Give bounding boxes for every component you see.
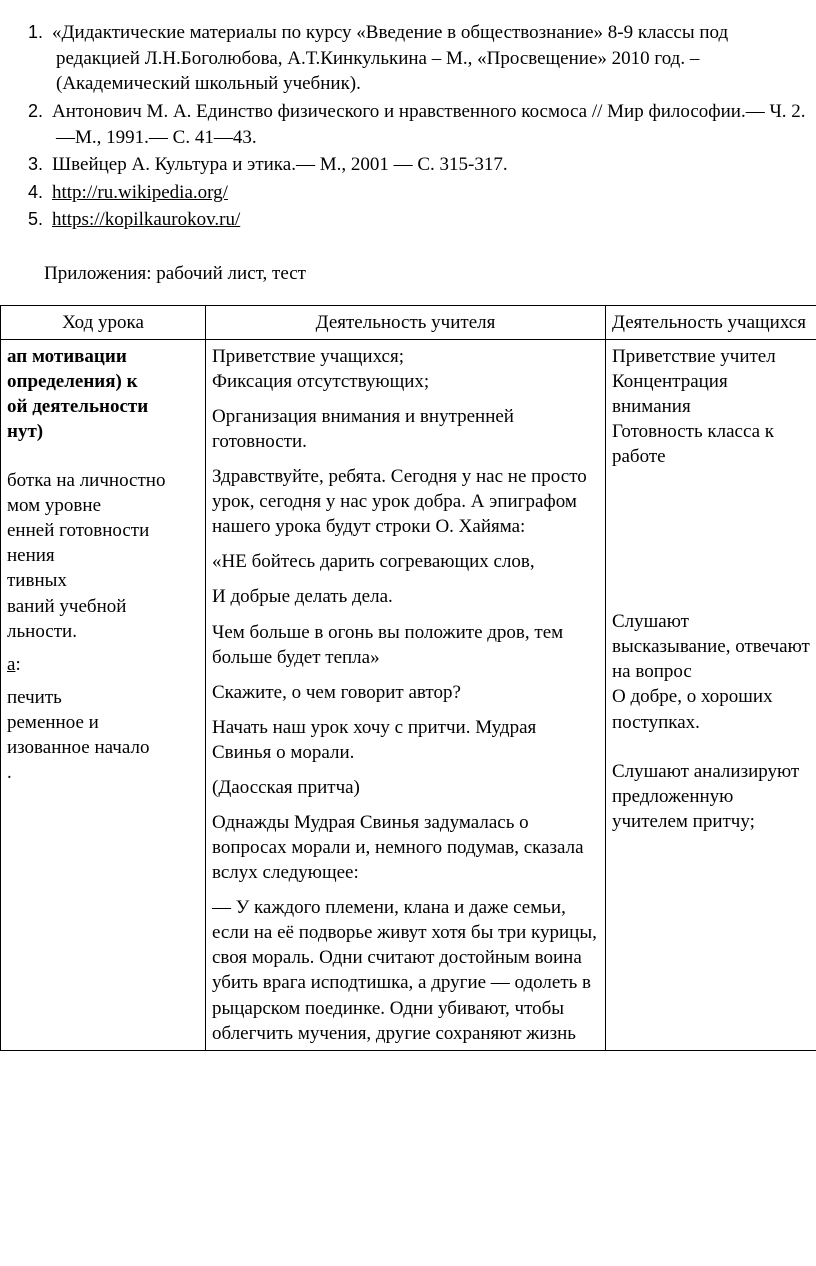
teacher-p: — У каждого племени, клана и даже семьи,… bbox=[212, 895, 599, 1045]
task-line: . bbox=[7, 760, 199, 785]
ref-text: Швейцер А. Культура и этика.— М., 2001 —… bbox=[52, 154, 508, 175]
document-page: 1.«Дидактические материалы по курсу «Вве… bbox=[0, 0, 816, 1051]
teacher-p: И добрые делать дела. bbox=[212, 584, 599, 609]
references-list: 1.«Дидактические материалы по курсу «Вве… bbox=[0, 0, 806, 233]
ref-number: 2. bbox=[28, 99, 52, 123]
teacher-p: Приветствие учащихся; bbox=[212, 344, 599, 369]
goal-line: енней готовности bbox=[7, 518, 199, 543]
task-line: изованное начало bbox=[7, 735, 199, 760]
student-p: Готовность класса к работе bbox=[612, 419, 810, 469]
task-label: а: bbox=[7, 652, 199, 677]
ref-link[interactable]: http://ru.wikipedia.org/ bbox=[52, 182, 228, 203]
reference-item: 2.Антонович М. А. Единство физического и… bbox=[28, 99, 806, 150]
reference-item: 4.http://ru.wikipedia.org/ bbox=[28, 180, 806, 206]
ref-text: Антонович М. А. Единство физического и н… bbox=[52, 101, 806, 148]
ref-text: «Дидактические материалы по курсу «Введе… bbox=[52, 22, 728, 94]
student-p: Приветствие учител bbox=[612, 344, 810, 369]
student-p: Концентрация внимания bbox=[612, 369, 810, 419]
goal-line: тивных bbox=[7, 568, 199, 593]
student-p: Слушают анализируют предложенную учителе… bbox=[612, 759, 810, 834]
teacher-p: Однажды Мудрая Свинья задумалась о вопро… bbox=[212, 810, 599, 885]
teacher-p: «НЕ бойтесь дарить согревающих слов, bbox=[212, 549, 599, 574]
ref-number: 4. bbox=[28, 180, 52, 204]
stage-title-line: определения) к bbox=[7, 369, 199, 394]
goal-line: нения bbox=[7, 543, 199, 568]
ref-number: 1. bbox=[28, 20, 52, 44]
table-row: ап мотивации определения) к ой деятельно… bbox=[1, 339, 816, 1050]
stage-title-line: ой деятельности bbox=[7, 394, 199, 419]
reference-item: 5.https://kopilkaurokov.ru/ bbox=[28, 207, 806, 233]
table-header-row: Ход урока Деятельность учителя Деятельно… bbox=[1, 305, 816, 339]
teacher-p: Здравствуйте, ребята. Сегодня у нас не п… bbox=[212, 464, 599, 539]
teacher-p: Начать наш урок хочу с притчи. Мудрая Св… bbox=[212, 715, 599, 765]
student-p: О добре, о хороших поступках. bbox=[612, 684, 810, 734]
teacher-p: Фиксация отсутствующих; bbox=[212, 369, 599, 394]
th-teacher-activity: Деятельность учителя bbox=[206, 305, 606, 339]
stage-title-line: ап мотивации bbox=[7, 344, 199, 369]
cell-lesson-stage: ап мотивации определения) к ой деятельно… bbox=[1, 339, 206, 1050]
goal-line: льности. bbox=[7, 619, 199, 644]
teacher-p: (Даосская притча) bbox=[212, 775, 599, 800]
cell-teacher-activity: Приветствие учащихся; Фиксация отсутству… bbox=[206, 339, 606, 1050]
teacher-p: Организация внимания и внутренней готовн… bbox=[212, 404, 599, 454]
goal-line: мом уровне bbox=[7, 493, 199, 518]
th-student-activity: Деятельность учащихся bbox=[606, 305, 816, 339]
reference-item: 3.Швейцер А. Культура и этика.— М., 2001… bbox=[28, 152, 806, 178]
th-lesson-flow: Ход урока bbox=[1, 305, 206, 339]
stage-title-line: нут) bbox=[7, 419, 199, 444]
goal-line: ваний учебной bbox=[7, 594, 199, 619]
teacher-p: Скажите, о чем говорит автор? bbox=[212, 680, 599, 705]
ref-number: 5. bbox=[28, 207, 52, 231]
task-line: ременное и bbox=[7, 710, 199, 735]
reference-item: 1.«Дидактические материалы по курсу «Вве… bbox=[28, 20, 806, 97]
teacher-p: Чем больше в огонь вы положите дров, тем… bbox=[212, 620, 599, 670]
cell-student-activity: Приветствие учител Концентрация внимания… bbox=[606, 339, 816, 1050]
student-p: Слушают высказывание, отвечают на вопрос bbox=[612, 609, 810, 684]
appendix-line: Приложения: рабочий лист, тест bbox=[44, 261, 816, 287]
lesson-plan-table: Ход урока Деятельность учителя Деятельно… bbox=[0, 305, 816, 1051]
goal-line: ботка на личностно bbox=[7, 468, 199, 493]
task-line: печить bbox=[7, 685, 199, 710]
ref-number: 3. bbox=[28, 152, 52, 176]
ref-link[interactable]: https://kopilkaurokov.ru/ bbox=[52, 209, 240, 230]
